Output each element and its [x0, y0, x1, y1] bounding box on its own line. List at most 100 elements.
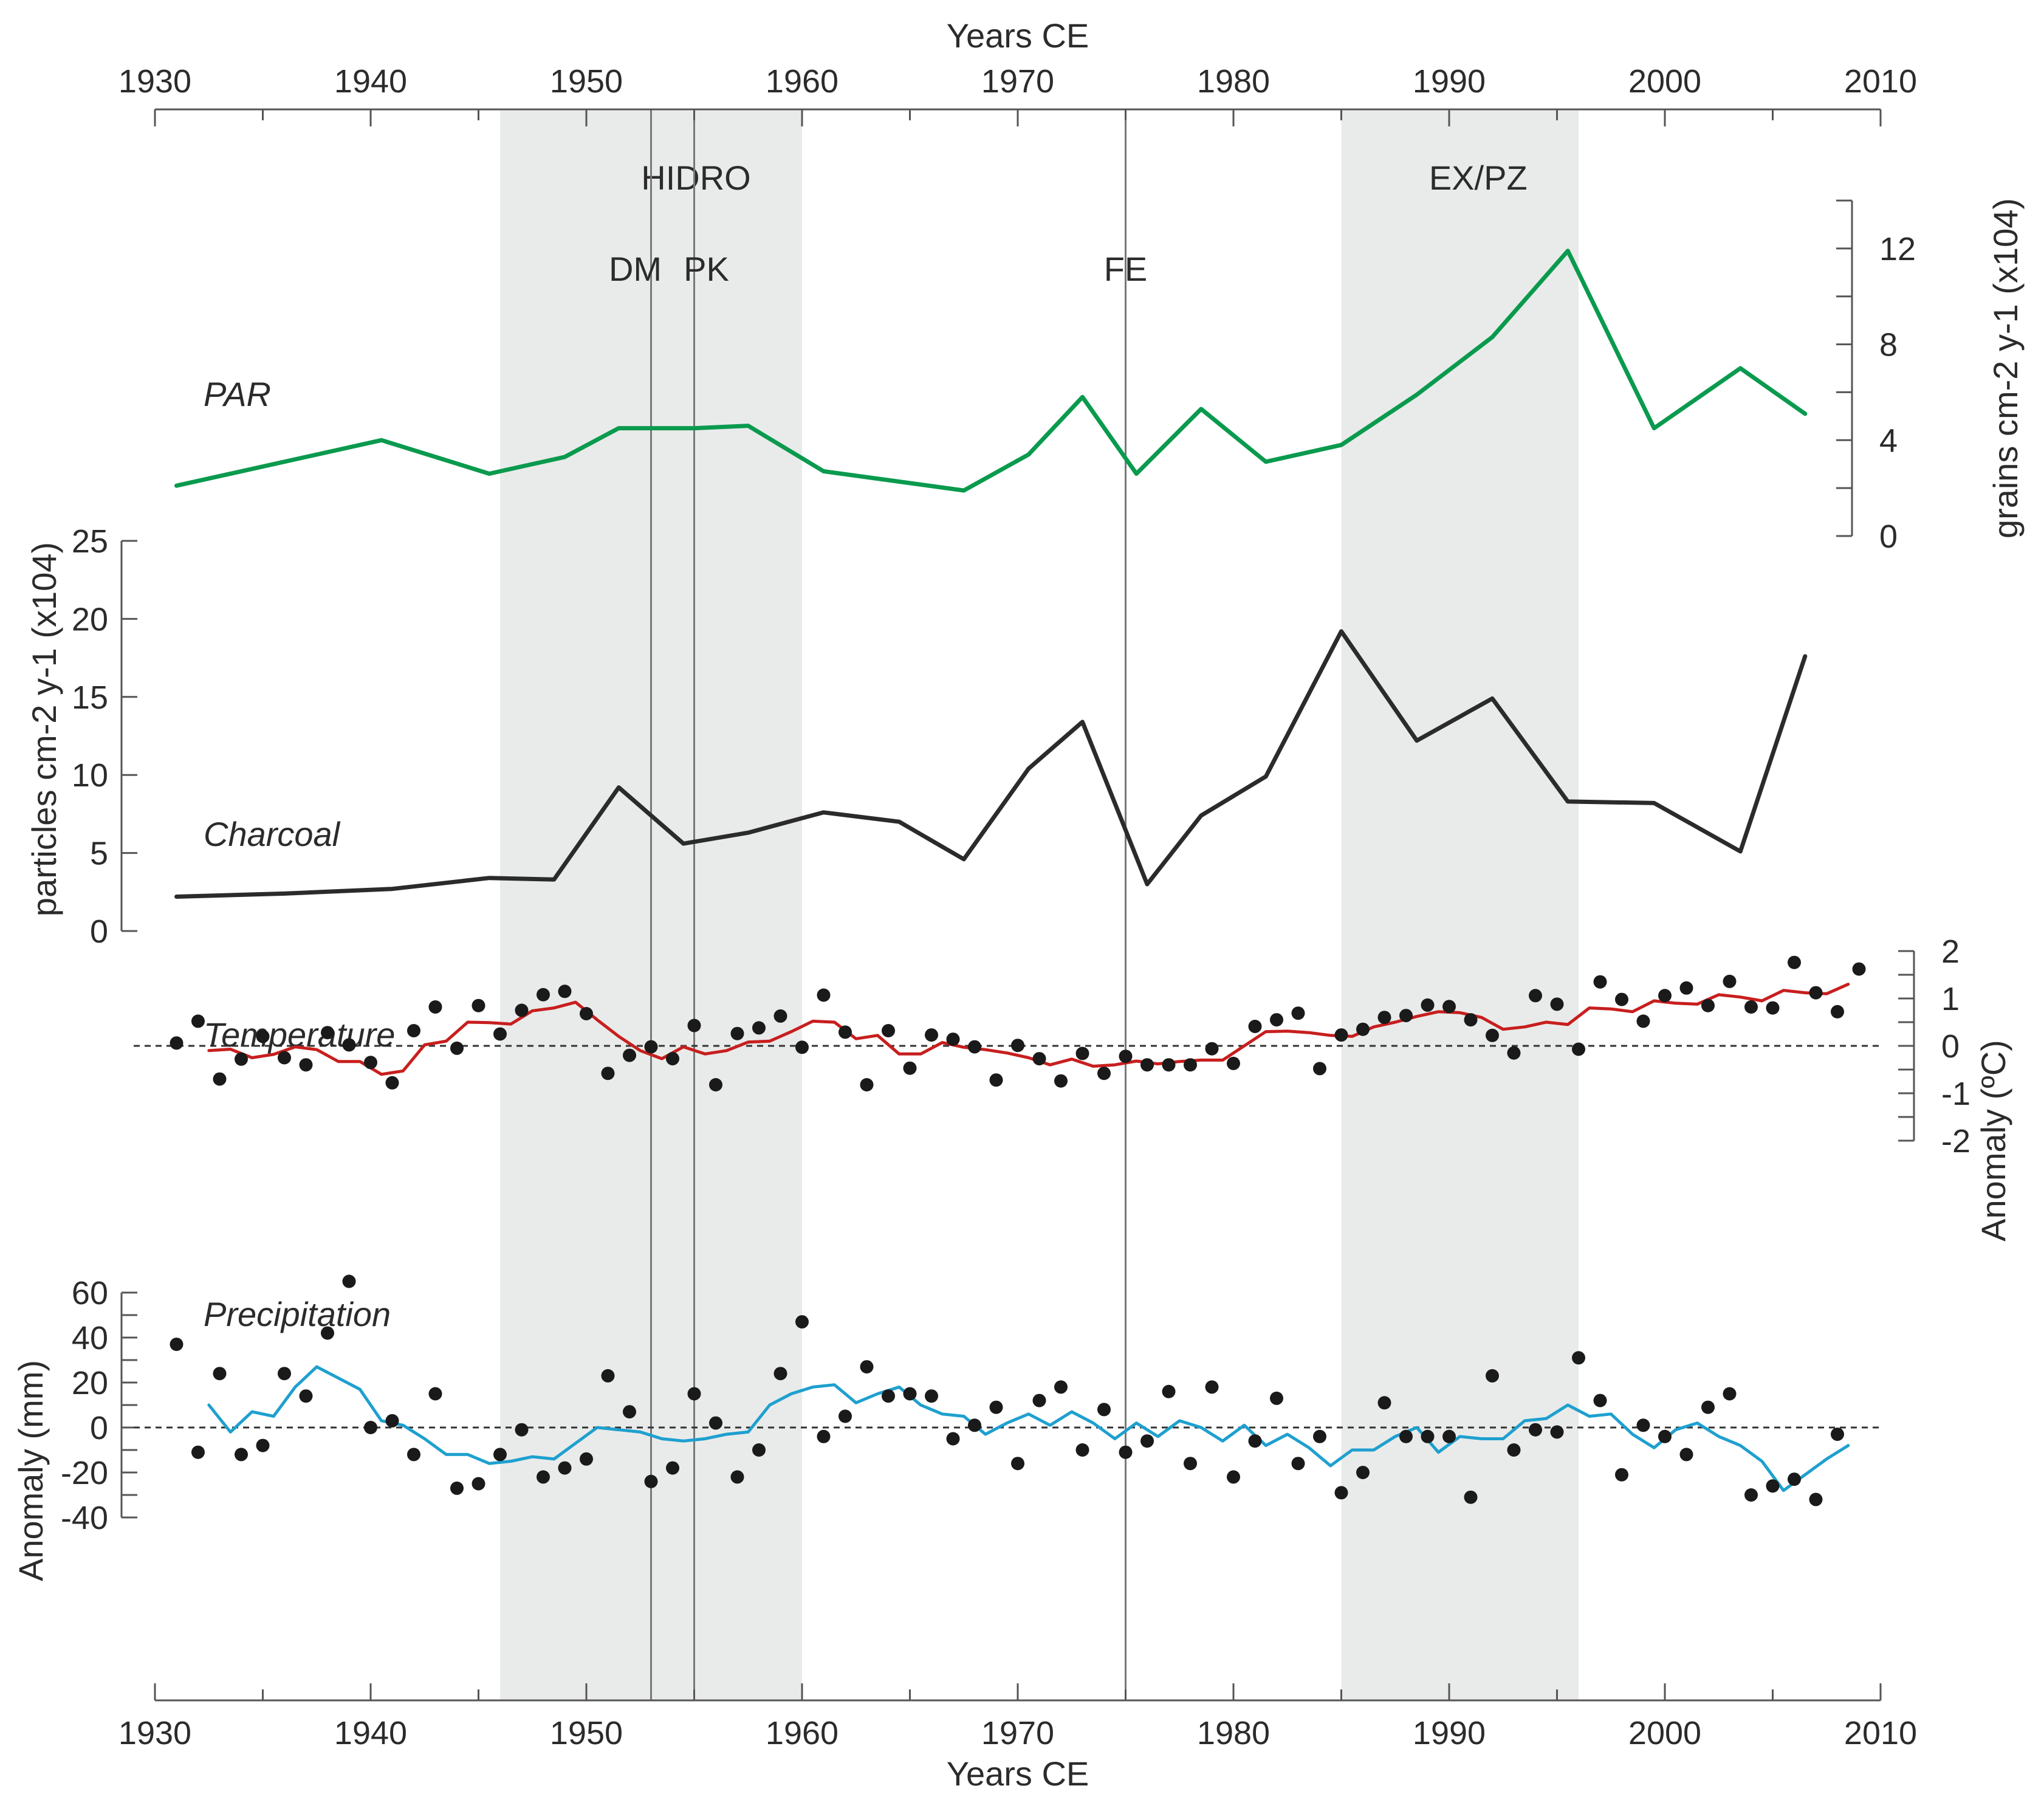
precipitation-point — [1011, 1457, 1024, 1471]
temperature-point — [860, 1078, 874, 1091]
precipitation-tick-label: 0 — [90, 1410, 108, 1446]
temperature-point — [1011, 1039, 1024, 1053]
charcoal-tick-label: 15 — [72, 679, 108, 716]
temperature-point — [709, 1078, 722, 1091]
precipitation-point — [299, 1389, 313, 1403]
precipitation-point — [752, 1443, 766, 1457]
temperature-tick-label: -1 — [1941, 1076, 1970, 1112]
temperature-point — [1658, 989, 1672, 1003]
temperature-point — [385, 1076, 399, 1090]
charcoal-axis-title: particles cm-2 y-1 (x104) — [25, 542, 63, 916]
x-tick-label-top: 1990 — [1413, 63, 1486, 100]
precipitation-point — [428, 1387, 442, 1401]
temperature-point — [1356, 1022, 1370, 1036]
temperature-point — [1507, 1046, 1521, 1060]
precipitation-point — [235, 1448, 248, 1462]
temperature-point — [191, 1014, 205, 1028]
precipitation-point — [256, 1438, 270, 1452]
par-tick-label: 8 — [1879, 327, 1898, 363]
temperature-point — [1852, 962, 1866, 976]
precipitation-point — [1636, 1418, 1650, 1432]
precipitation-point — [493, 1448, 507, 1462]
temperature-point — [773, 1009, 787, 1023]
temperature-point — [1140, 1058, 1154, 1072]
precipitation-point — [472, 1477, 485, 1491]
precipitation-point — [925, 1389, 938, 1403]
precipitation-point — [1140, 1434, 1154, 1448]
x-tick-label-bottom: 2010 — [1844, 1715, 1917, 1751]
panel-precipitation: -40 -20 0 20 40 60 Anomaly (mm) Precipitation — [12, 1274, 1884, 1581]
panel-par: 0 4 8 12 grains cm-2 y-1 (x104) PAR — [174, 198, 2025, 555]
charcoal-line — [174, 629, 1808, 899]
temperature-point — [558, 984, 572, 998]
precipitation-tick-label: 60 — [72, 1275, 108, 1311]
precipitation-point — [1593, 1393, 1607, 1407]
x-axes: 1930 1940 1950 1960 1970 1980 1990 2000 2010 Year… — [118, 16, 1917, 1793]
temperature-tick-label: -2 — [1941, 1123, 1970, 1160]
temperature-point — [1205, 1042, 1219, 1056]
x-tick-label-top: 1940 — [334, 63, 407, 100]
charcoal-tick-label: 25 — [72, 523, 108, 560]
temperature-point — [1723, 974, 1737, 988]
precipitation-point — [1507, 1443, 1521, 1457]
event-label-2: FE — [1104, 250, 1148, 288]
event-lines: DM PK FE — [609, 109, 1147, 1700]
x-tick-label-top: 1930 — [118, 63, 191, 100]
precipitation-point — [1529, 1423, 1542, 1437]
x-tick-label-bottom: 1960 — [766, 1715, 839, 1751]
temperature-point — [752, 1021, 766, 1035]
precipitation-point — [1486, 1369, 1499, 1383]
precipitation-point — [839, 1409, 852, 1423]
temperature-point — [1399, 1009, 1413, 1023]
temperature-point — [1809, 986, 1823, 1000]
precipitation-point — [1227, 1470, 1240, 1484]
precipitation-point — [1788, 1472, 1801, 1486]
shaded-periods: HIDRO EX/PZ — [500, 111, 1579, 1700]
temperature-point — [601, 1067, 615, 1081]
precipitation-point — [1313, 1429, 1326, 1443]
x-tick-label-bottom: 1980 — [1197, 1715, 1270, 1751]
precipitation-point — [558, 1461, 572, 1475]
precipitation-point — [342, 1274, 356, 1288]
precipitation-point — [1075, 1443, 1089, 1457]
precipitation-point — [1377, 1396, 1391, 1410]
temperature-point — [1615, 992, 1628, 1006]
precipitation-point — [321, 1326, 334, 1340]
temperature-point — [170, 1036, 183, 1050]
precipitation-point — [730, 1470, 744, 1484]
precipitation-point — [1766, 1479, 1780, 1493]
temperature-point — [1701, 998, 1715, 1012]
precipitation-point — [1248, 1434, 1262, 1448]
period-label-1: EX/PZ — [1429, 159, 1528, 197]
precipitation-point — [1831, 1428, 1844, 1441]
temperature-point — [1744, 1000, 1758, 1014]
precipitation-point — [860, 1360, 874, 1374]
precipitation-tick-label: 40 — [72, 1320, 108, 1356]
precipitation-point — [989, 1400, 1003, 1414]
event-label-0: DM — [609, 250, 662, 288]
event-label-1: PK — [684, 250, 729, 288]
temperature-point — [666, 1052, 679, 1066]
precipitation-point — [1615, 1468, 1628, 1482]
temperature-point — [364, 1056, 377, 1070]
temperature-point — [515, 1003, 529, 1017]
precipitation-point — [817, 1429, 831, 1443]
x-tick-label-bottom: 2000 — [1628, 1715, 1701, 1751]
precipitation-point — [1097, 1403, 1111, 1417]
temperature-point — [1550, 997, 1564, 1011]
temperature-point — [1679, 981, 1693, 995]
x-tick-label-bottom: 1940 — [334, 1715, 407, 1751]
period-label-0: HIDRO — [641, 159, 750, 197]
precipitation-point — [1032, 1393, 1046, 1407]
temperature-point — [1270, 1013, 1283, 1027]
precipitation-tick-label: 20 — [72, 1365, 108, 1401]
temperature-point — [1162, 1058, 1176, 1072]
precipitation-point — [1119, 1445, 1133, 1459]
temperature-point — [1184, 1058, 1197, 1072]
temperature-point — [903, 1061, 917, 1075]
temperature-point — [1593, 975, 1607, 989]
charcoal-tick-label: 5 — [90, 836, 108, 872]
precipitation-point — [1054, 1380, 1068, 1394]
temperature-point — [1529, 989, 1542, 1003]
